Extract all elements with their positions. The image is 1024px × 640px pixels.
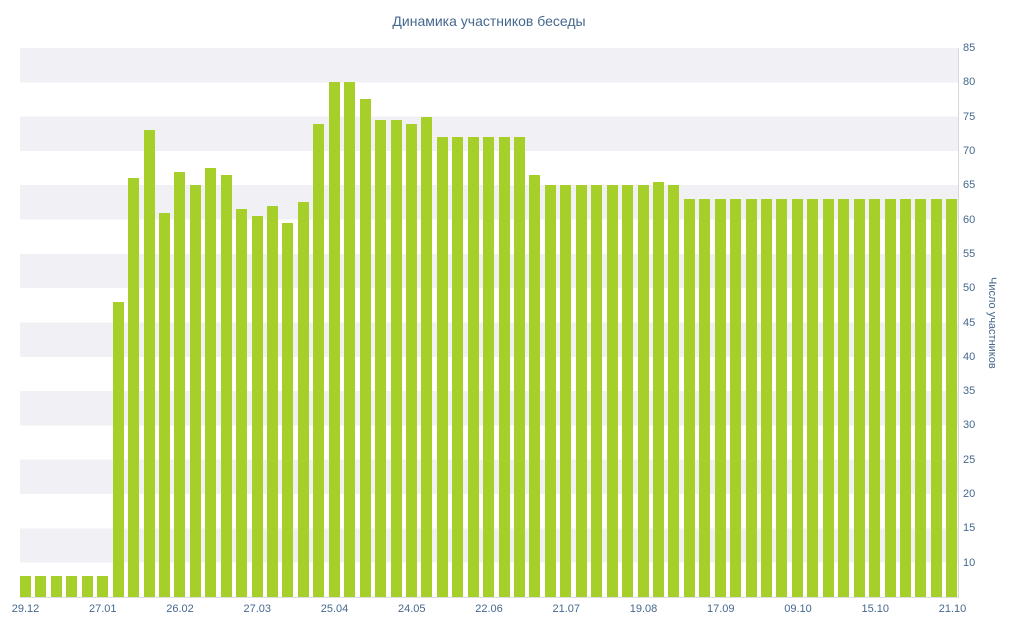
bar	[606, 185, 618, 597]
bar	[251, 216, 263, 597]
bar	[483, 137, 495, 597]
y-tick-label: 75	[963, 110, 976, 123]
bar	[128, 178, 140, 597]
bar	[514, 137, 525, 597]
x-tick-label: 24.05	[397, 603, 426, 615]
bar	[189, 185, 201, 597]
bar	[267, 205, 278, 597]
bar	[560, 185, 572, 597]
bar	[421, 116, 433, 597]
y-tick-label: 40	[963, 350, 976, 363]
bar	[652, 181, 664, 597]
bar	[35, 576, 47, 597]
bar	[220, 174, 232, 597]
x-tick-label: 25.04	[320, 603, 349, 615]
y-tick-label: 55	[963, 247, 976, 260]
x-tick-label: 27.01	[88, 603, 117, 615]
bar	[714, 198, 726, 597]
bar	[838, 198, 850, 597]
bar	[158, 212, 170, 597]
plot-area	[20, 48, 958, 598]
bar	[899, 198, 911, 597]
bar	[20, 576, 31, 597]
bar	[174, 171, 186, 597]
y-tick-label: 85	[963, 42, 976, 54]
y-tick-label: 80	[963, 76, 976, 89]
x-tick-label: 17.09	[706, 603, 735, 615]
bar	[436, 137, 448, 597]
y-tick-label: 25	[963, 453, 976, 466]
bar	[791, 198, 803, 597]
bar	[745, 198, 757, 597]
y-tick-label: 10	[963, 556, 976, 569]
y-tick-label: 15	[963, 522, 976, 535]
bar	[375, 120, 387, 597]
x-tick-label: 27.03	[243, 603, 272, 615]
bar	[683, 198, 695, 597]
y-tick-label: 65	[963, 179, 976, 192]
bar	[66, 576, 78, 597]
bar	[622, 185, 634, 597]
bar	[452, 137, 464, 597]
x-tick-label: 22.06	[475, 603, 503, 615]
bar	[50, 576, 62, 597]
y-tick-label: 20	[963, 488, 976, 501]
bar	[930, 198, 942, 597]
y-tick-label: 30	[963, 419, 976, 432]
bar	[205, 168, 217, 597]
bar	[822, 198, 834, 597]
bar	[236, 209, 248, 597]
bar	[853, 198, 865, 597]
y-tick-label: 45	[963, 316, 976, 329]
bar	[668, 185, 680, 597]
y-tick-label: 50	[963, 282, 976, 295]
bar	[498, 137, 510, 597]
y-tick-label: 35	[963, 385, 976, 398]
bar	[344, 82, 356, 597]
bar	[97, 576, 109, 597]
bar	[529, 174, 541, 597]
bar	[359, 99, 371, 597]
bar	[730, 198, 742, 597]
bar	[390, 120, 402, 597]
y-tick-label: 70	[963, 144, 976, 157]
bar	[328, 82, 340, 597]
bar	[282, 223, 294, 597]
bar	[112, 301, 124, 597]
bar	[776, 198, 788, 597]
y-tick-label: 60	[963, 213, 976, 226]
bar	[946, 198, 958, 597]
chart-title: Динамика участников беседы	[392, 13, 586, 29]
x-tick-label: 26.02	[166, 603, 194, 615]
bar	[884, 198, 896, 597]
x-tick-label: 09.10	[784, 603, 812, 615]
bar	[807, 198, 819, 597]
bar	[591, 185, 603, 597]
bar	[869, 198, 881, 597]
bar	[467, 137, 479, 597]
bar	[915, 198, 927, 597]
bar	[637, 185, 649, 597]
bar	[575, 185, 587, 597]
x-tick-label: 29.12	[11, 603, 40, 615]
x-tick-label: 19.08	[629, 603, 658, 615]
bar	[297, 202, 309, 597]
bar	[405, 123, 417, 597]
y-axis-title: Число участников	[986, 276, 998, 369]
bar	[313, 123, 325, 597]
bar	[699, 198, 711, 597]
bar	[143, 130, 155, 597]
x-tick-label: 21.07	[552, 603, 581, 615]
y-axis-line	[958, 48, 959, 598]
x-tick-label: 15.10	[861, 603, 890, 615]
x-tick-label: 21.10	[938, 603, 967, 615]
bar	[544, 185, 556, 597]
bars-container	[20, 48, 958, 597]
bar	[761, 198, 772, 597]
bar	[81, 576, 93, 597]
